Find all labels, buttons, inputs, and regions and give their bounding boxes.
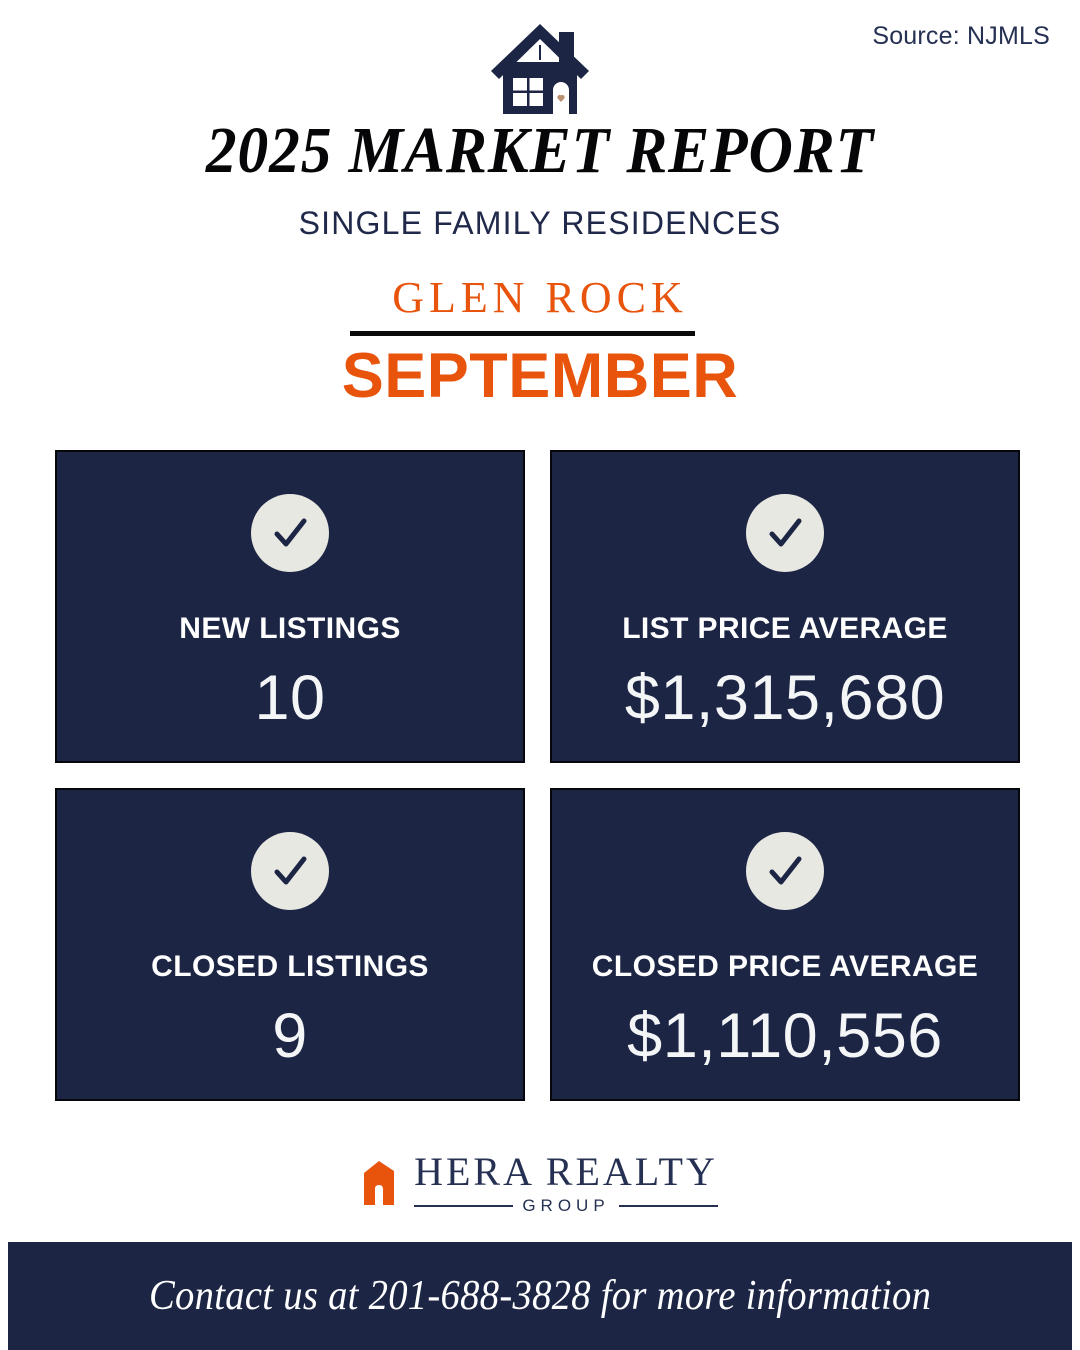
check-icon xyxy=(251,832,329,910)
stat-label: CLOSED LISTINGS xyxy=(151,950,429,983)
brand-rule-right xyxy=(618,1204,718,1207)
contact-footer: Contact us at 201-688-3828 for more info… xyxy=(8,1242,1072,1350)
brand-sub: GROUP xyxy=(522,1196,610,1215)
divider-rule xyxy=(350,331,695,336)
brand-text: HERA REALTY GROUP xyxy=(414,1152,718,1214)
check-icon xyxy=(251,494,329,572)
stat-value: 9 xyxy=(272,1001,308,1071)
page-subtitle: SINGLE FAMILY RESIDENCES xyxy=(298,205,782,241)
stat-value: $1,110,556 xyxy=(627,1001,943,1071)
stat-value: $1,315,680 xyxy=(624,663,946,733)
stat-card: NEW LISTINGS 10 xyxy=(55,450,525,763)
stat-label: CLOSED PRICE AVERAGE xyxy=(591,950,979,983)
brand-sub-row: GROUP xyxy=(414,1197,718,1214)
stat-card: CLOSED PRICE AVERAGE $1,110,556 xyxy=(550,788,1020,1101)
town-name: GLEN ROCK xyxy=(392,273,688,322)
stat-label: NEW LISTINGS xyxy=(179,612,401,645)
brand-name: HERA REALTY xyxy=(414,1149,718,1194)
brand-logo: HERA REALTY GROUP xyxy=(0,1152,1080,1214)
check-icon xyxy=(746,832,824,910)
contact-text: Contact us at 201-688-3828 for more info… xyxy=(148,1273,932,1319)
stat-card: CLOSED LISTINGS 9 xyxy=(55,788,525,1101)
house-icon xyxy=(485,16,595,121)
h-monogram-icon xyxy=(362,1159,400,1207)
month-name: SEPTEMBER xyxy=(341,341,739,411)
stat-card: LIST PRICE AVERAGE $1,315,680 xyxy=(550,450,1020,763)
source-label: Source: NJMLS xyxy=(872,22,1050,50)
stat-label: LIST PRICE AVERAGE xyxy=(622,612,948,645)
stat-value: 10 xyxy=(254,663,326,733)
stat-card-grid: NEW LISTINGS 10 LIST PRICE AVERAGE $1,31… xyxy=(55,450,1020,1101)
check-icon xyxy=(746,494,824,572)
page-title: 2025 MARKET REPORT xyxy=(205,114,875,187)
brand-rule-left xyxy=(414,1204,514,1207)
